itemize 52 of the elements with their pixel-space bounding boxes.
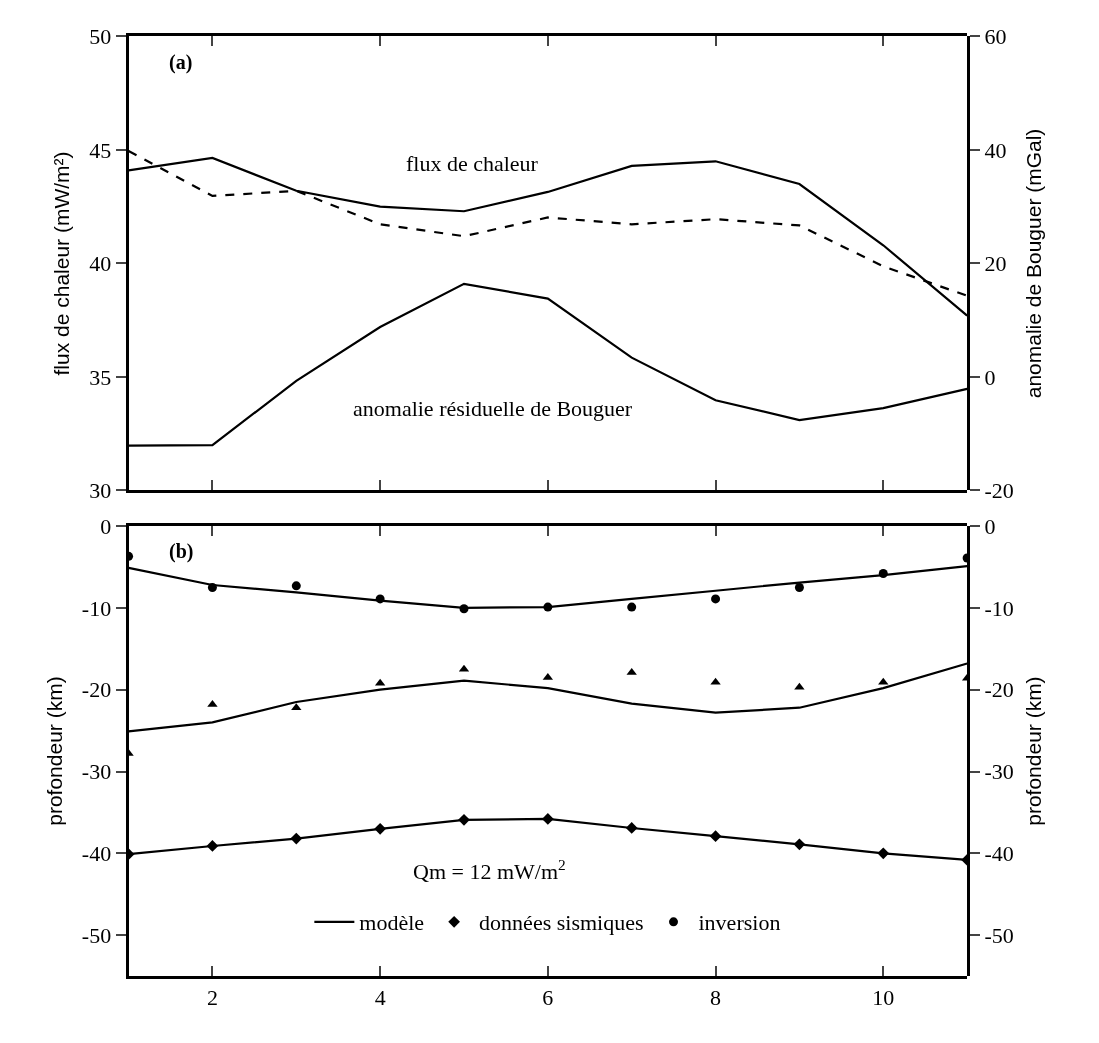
legend-label: modèle xyxy=(359,910,425,936)
x-tick-label: 2 xyxy=(206,985,218,1011)
annotation: Qm = 12 mW/m$^{2}$ xyxy=(413,856,566,885)
annotation: flux de chaleur xyxy=(406,151,539,176)
y2-tick-label: 40 xyxy=(984,137,1007,163)
y2-axis-title: anomalie de Bouguer (mGal) xyxy=(1022,128,1046,399)
y-tick-label: -30 xyxy=(81,759,112,785)
y2-tick-label: -50 xyxy=(984,922,1014,948)
annotation: anomalie résiduelle de Bouguer xyxy=(353,396,633,421)
annotation: (a) xyxy=(169,51,193,74)
y-tick-label: 45 xyxy=(89,137,112,163)
x-tick-label: 8 xyxy=(710,985,722,1011)
y2-tick-label: -20 xyxy=(984,478,1014,504)
annotation: (b) xyxy=(169,540,194,563)
y2-tick-label: -10 xyxy=(984,595,1014,621)
y2-axis-title: profondeur (km) xyxy=(1022,676,1046,826)
y-tick-label: 50 xyxy=(89,24,112,50)
point xyxy=(543,602,553,612)
y-tick-label: 35 xyxy=(89,364,112,390)
x-tick-label: 4 xyxy=(374,985,386,1011)
point xyxy=(878,569,888,579)
point xyxy=(291,581,301,591)
point xyxy=(710,677,721,685)
y2-tick-label: -40 xyxy=(984,841,1014,867)
point xyxy=(375,594,385,604)
x-tick-label: 6 xyxy=(542,985,554,1011)
y-tick-label: -10 xyxy=(81,595,112,621)
x-tick-label: 10 xyxy=(872,985,895,1011)
legend-label: inversion xyxy=(698,910,781,936)
y-axis-title: flux de chaleur (mW/m²) xyxy=(50,151,74,376)
y2-tick-label: -20 xyxy=(984,677,1014,703)
y2-tick-label: -30 xyxy=(984,759,1014,785)
point xyxy=(878,677,889,685)
y2-tick-label: 20 xyxy=(984,251,1007,277)
point xyxy=(207,699,218,707)
y-axis-title: profondeur (km) xyxy=(43,676,66,826)
y-tick-label: 0 xyxy=(100,513,112,539)
y2-tick-label: 0 xyxy=(984,364,996,390)
y-tick-label: 30 xyxy=(89,478,112,504)
y2-tick-label: 60 xyxy=(984,24,1007,50)
y-tick-label: -50 xyxy=(81,922,112,948)
legend-label: données sismiques xyxy=(479,910,644,936)
y-tick-label: -40 xyxy=(81,841,112,867)
point xyxy=(627,602,637,612)
point xyxy=(711,594,721,604)
point xyxy=(794,582,804,592)
point xyxy=(459,604,469,614)
point xyxy=(794,682,805,690)
y-tick-label: -20 xyxy=(81,677,112,703)
point xyxy=(207,582,217,592)
y-tick-label: 40 xyxy=(89,251,112,277)
y2-tick-label: 0 xyxy=(984,513,996,539)
